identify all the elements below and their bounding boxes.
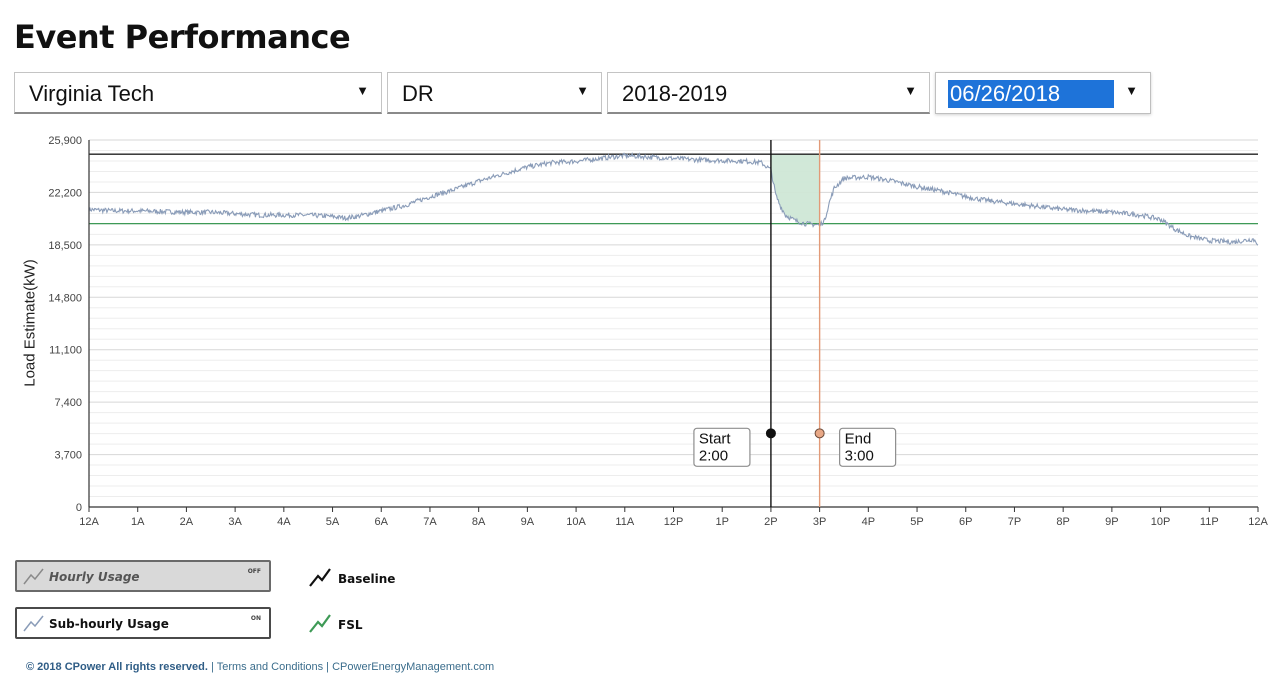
page-title: Event Performance — [14, 18, 351, 56]
chart-axes: 0 3,700 7,400 11,100 14,800 18,500 22,200 25,90… — [48, 135, 1268, 528]
x-tick-label: 1A — [131, 516, 145, 528]
legend-baseline-label: Baseline — [338, 572, 396, 586]
x-tick-label: 2A — [180, 516, 194, 528]
terms-link[interactable]: Terms and Conditions — [216, 661, 324, 673]
event-window — [770, 154, 820, 227]
footer-separator: | — [323, 661, 333, 673]
y-tick-label: 0 — [76, 502, 82, 514]
season-select-value: 2018-2019 — [622, 81, 728, 106]
event-end-marker — [814, 428, 825, 439]
event-shaded-area — [770, 154, 820, 227]
site-select-value: Virginia Tech — [29, 81, 155, 106]
hourly-usage-label: Hourly Usage — [49, 570, 140, 584]
website-link[interactable]: CPowerEnergyManagement.com — [332, 661, 495, 673]
date-select[interactable]: 06/26/2018 ▼ — [935, 72, 1151, 114]
event-end-label-box — [839, 427, 897, 467]
hourly-usage-toggle[interactable]: Hourly Usage OFF — [15, 560, 271, 592]
site-select[interactable]: Virginia Tech ▼ — [14, 72, 382, 114]
x-tick-label: 10A — [566, 516, 586, 528]
event-start-label-title: Start — [699, 430, 732, 447]
subhourly-usage-label: Sub-hourly Usage — [49, 617, 169, 631]
load-chart: 0 3,700 7,400 11,100 14,800 18,500 22,200 25,90… — [48, 135, 1268, 528]
x-tick-label: 12A — [79, 516, 99, 528]
legend-fsl-label: FSL — [338, 618, 363, 632]
event-start-marker — [765, 428, 776, 439]
x-tick-label: 11P — [1200, 516, 1219, 528]
x-tick-label: 12A — [1248, 516, 1268, 528]
y-tick-label: 11,100 — [49, 345, 82, 357]
x-tick-label: 2P — [764, 516, 777, 528]
chevron-down-icon: ▼ — [904, 83, 917, 98]
x-tick-label: 5P — [910, 516, 923, 528]
event-start-label-box — [693, 427, 751, 467]
footer: © 2018 CPower All rights reserved. | Ter… — [26, 661, 494, 673]
sub-hourly-usage-line — [88, 151, 1259, 246]
y-tick-label: 18,500 — [48, 240, 82, 252]
x-tick-label: 7P — [1008, 516, 1021, 528]
subhourly-usage-toggle[interactable]: Sub-hourly Usage ON — [15, 607, 271, 639]
subhourly-usage-state: ON — [250, 615, 261, 622]
event-start-label-time: 2:00 — [699, 447, 728, 464]
x-tick-label: 3A — [228, 516, 242, 528]
x-tick-label: 7A — [423, 516, 437, 528]
event-end-label-time: 3:00 — [845, 447, 874, 464]
program-select[interactable]: DR ▼ — [387, 72, 602, 114]
date-select-value: 06/26/2018 — [948, 80, 1114, 108]
x-tick-label: 9A — [521, 516, 535, 528]
x-tick-label: 3P — [813, 516, 826, 528]
x-tick-label: 6A — [375, 516, 389, 528]
program-select-value: DR — [402, 81, 434, 106]
line-chart-icon — [23, 568, 44, 585]
y-tick-label: 14,800 — [48, 292, 82, 304]
line-chart-icon — [23, 615, 44, 632]
y-tick-label: 3,700 — [54, 450, 82, 462]
x-tick-label: 4A — [277, 516, 291, 528]
line-chart-icon — [309, 614, 331, 633]
footer-copyright: © 2018 CPower All rights reserved. — [26, 661, 208, 673]
chart-series — [88, 151, 1259, 246]
x-tick-label: 4P — [862, 516, 875, 528]
chevron-down-icon: ▼ — [356, 83, 369, 98]
x-tick-label: 5A — [326, 516, 340, 528]
chart-grid — [89, 139, 1258, 498]
x-tick-label: 11A — [615, 516, 634, 528]
x-tick-label: 10P — [1151, 516, 1171, 528]
x-tick-label: 1P — [715, 516, 728, 528]
chevron-down-icon: ▼ — [576, 83, 589, 98]
x-tick-label: 12P — [664, 516, 684, 528]
hourly-usage-state: OFF — [247, 568, 261, 575]
y-tick-label: 22,200 — [48, 187, 82, 199]
y-tick-label: 25,900 — [48, 135, 82, 147]
y-axis-label: Load Estimate(kW) — [21, 259, 39, 387]
x-tick-label: 9P — [1105, 516, 1118, 528]
line-chart-icon — [309, 568, 331, 587]
chevron-down-icon: ▼ — [1125, 83, 1138, 98]
footer-separator: | — [207, 661, 217, 673]
x-tick-label: 8P — [1056, 516, 1069, 528]
y-tick-label: 7,400 — [54, 397, 82, 409]
event-end-label-title: End — [845, 430, 872, 447]
x-tick-label: 8A — [472, 516, 486, 528]
season-select[interactable]: 2018-2019 ▼ — [607, 72, 930, 114]
x-tick-label: 6P — [959, 516, 972, 528]
